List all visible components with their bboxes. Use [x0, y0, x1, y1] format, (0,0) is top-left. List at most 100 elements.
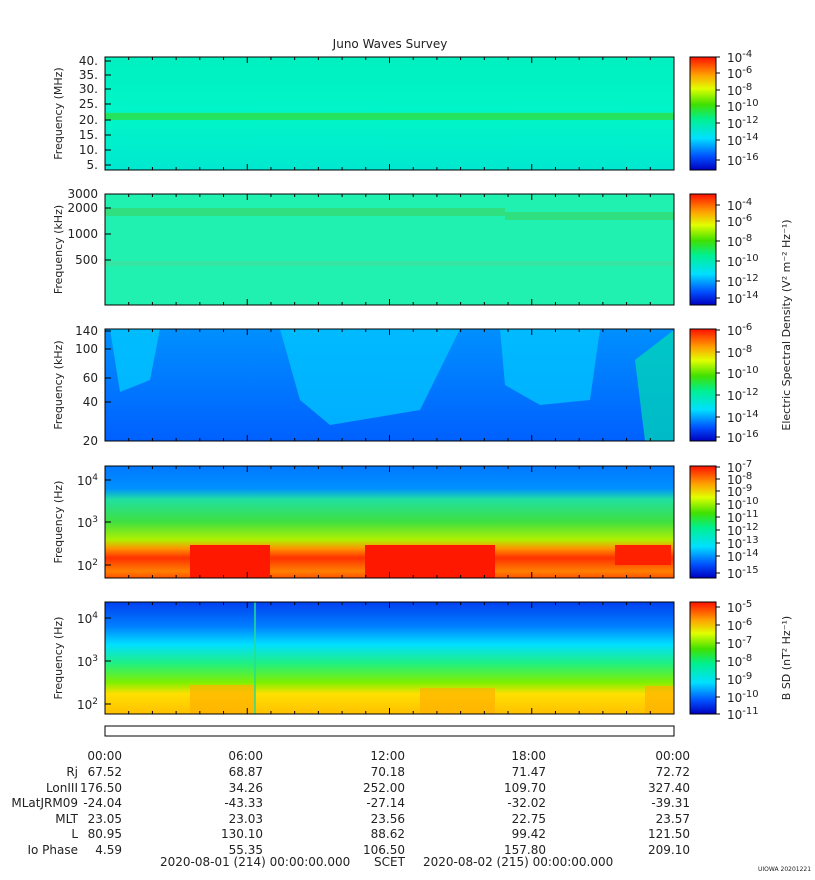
- colorbar-3-tick-base: 10: [727, 389, 742, 403]
- ephemeris-row-2-label: LonIII: [45, 780, 78, 795]
- panel-5-ytick-base: 10: [77, 655, 92, 669]
- colorbar-1-tick-base: 10: [727, 117, 742, 131]
- panel-4-intense-c: [615, 545, 671, 565]
- panel-1-ytick-label: 30.: [79, 82, 98, 96]
- panel-4-ytick-label: 102: [77, 558, 98, 573]
- ephemeris-row-2-value: 252.00: [363, 780, 405, 795]
- ephemeris-row-5-value: 88.62: [370, 827, 405, 841]
- colorbar-4-tick-base: 10: [727, 567, 742, 581]
- panel-5-ytick-label: 104: [77, 611, 98, 626]
- panel-1-ytick-label: 20.: [79, 113, 98, 127]
- footnote: UIOWA 20201221: [758, 866, 812, 873]
- colorbar-1: [689, 56, 717, 171]
- panel-2-ylabel: Frequency (kHz): [52, 205, 65, 294]
- colorbar-5-tick-label: 10-10: [727, 689, 759, 705]
- ephemeris-row-6-value: 157.80: [504, 842, 546, 857]
- panel-3: [104, 328, 675, 442]
- ephemeris-row-4-value: 23.56: [370, 811, 405, 826]
- colorbar-4-tick-base: 10: [727, 473, 742, 487]
- colorbar-5-tick-base: 10: [727, 637, 742, 651]
- colorbar-1-tick-base: 10: [727, 154, 742, 168]
- panel-1-ytick-label: 5.: [87, 158, 98, 172]
- colorbar-5-tick-exp: -11: [742, 706, 758, 717]
- colorbar-1-tick-exp: -16: [742, 152, 758, 163]
- panel-5: [104, 601, 675, 715]
- colorbar-4-tick-base: 10: [727, 550, 742, 564]
- panel-2-band-b: [505, 212, 674, 220]
- colorbar-3-tick-base: 10: [727, 431, 742, 445]
- colorbar-2-tick-label: 10-4: [727, 197, 752, 213]
- colorbar-4-tick-base: 10: [727, 461, 742, 475]
- ephemeris-row-2-value: 34.26: [228, 780, 263, 795]
- panel-3-emission-d: [635, 330, 674, 441]
- panel-1-ytick-label: 25.: [79, 97, 98, 111]
- panel-5-ylabel: Frequency (Hz): [52, 617, 65, 700]
- ephemeris-row-5-label: L: [71, 827, 78, 841]
- panel-5-ytick-label: 103: [77, 654, 98, 669]
- panel-5-band-c: [645, 686, 673, 714]
- colorbar-5-tick-exp: -9: [742, 671, 752, 682]
- colorbar-2-tick-base: 10: [727, 199, 742, 213]
- time-label-row-value: 06:00: [228, 749, 263, 763]
- colorbar-3-tick-exp: -14: [742, 409, 758, 420]
- ephemeris-row-1-value: 70.18: [370, 765, 405, 779]
- panel-3-emission-c: [500, 329, 600, 405]
- colorbar-5-tick-exp: -5: [742, 599, 752, 610]
- panel-4-ytick-exp: 4: [92, 473, 98, 483]
- colorbar-1-tick-base: 10: [727, 51, 742, 65]
- panel-4-ylabel: Frequency (Hz): [52, 481, 65, 564]
- colorbar-3-tick-label: 10-14: [727, 409, 759, 425]
- panel-2-ytick-label: 2000: [67, 201, 98, 215]
- colorbar-4-tick-exp: -13: [742, 535, 758, 546]
- colorbar-4-tick-label: 10-12: [727, 522, 759, 538]
- panel-3-ytick-label: 100: [75, 342, 98, 356]
- colorbar-1-tick-exp: -6: [742, 65, 752, 76]
- colorbar-4-tick-base: 10: [727, 498, 742, 512]
- time-label-row-value: 00:00: [655, 749, 690, 763]
- colorbar-5-tick-label: 10-7: [727, 635, 752, 651]
- colorbar-2-tick-exp: -4: [742, 197, 752, 208]
- colorbar-4-tick-exp: -11: [742, 509, 758, 520]
- colorbar-3-tick-exp: -16: [742, 429, 758, 440]
- colorbar-2-tick-base: 10: [727, 235, 742, 249]
- colorbar-2-tick-base: 10: [727, 215, 742, 229]
- colorbars: [689, 56, 717, 715]
- colorbar-4: [689, 465, 717, 579]
- time-label-row-value: 00:00: [87, 749, 122, 763]
- panel-3-ytick-label: 20: [83, 434, 98, 448]
- colorbar-1-tick-label: 10-8: [727, 82, 752, 98]
- colorbar-label-b: B SD (nT² Hz⁻¹): [780, 616, 793, 700]
- colorbar-5-tick-base: 10: [727, 655, 742, 669]
- panel-5-ytick-base: 10: [77, 612, 92, 626]
- ephemeris-row-4-value: 23.57: [655, 811, 690, 826]
- colorbar-2-tick-label: 10-14: [727, 290, 759, 306]
- colorbar-4-tick-label: 10-13: [727, 535, 759, 551]
- colorbar-3-tick-base: 10: [727, 411, 742, 425]
- colorbar-4-tick-exp: -12: [742, 522, 758, 533]
- colorbar-3-tick-label: 10-10: [727, 365, 759, 381]
- ephemeris-row-3-value: -43.33: [224, 796, 263, 810]
- colorbar-4-tick-exp: -9: [742, 483, 752, 494]
- panel-1-ylabel: Frequency (MHz): [52, 67, 65, 159]
- colorbar-3-tick-label: 10-16: [727, 429, 759, 445]
- colorbar-1-tick-label: 10-12: [727, 115, 759, 131]
- colorbar-4-tick-exp: -14: [742, 548, 758, 559]
- panel-3-ylabel: Frequency (kHz): [52, 340, 65, 429]
- colorbar-5-tick-base: 10: [727, 708, 742, 722]
- ephemeris-row-6-value: 209.10: [648, 842, 690, 857]
- panel-4-ytick-exp: 3: [92, 515, 98, 525]
- colorbar-4-tick-label: 10-7: [727, 459, 752, 475]
- footer-end: 2020-08-02 (215) 00:00:00.000: [423, 855, 614, 869]
- ephemeris-row-1-value: 72.72: [655, 765, 690, 779]
- colorbar-5: [689, 601, 717, 715]
- colorbar-3-tick-exp: -12: [742, 387, 758, 398]
- colorbar-3-tick-exp: -6: [742, 322, 752, 333]
- colorbar-2-tick-exp: -14: [742, 290, 758, 301]
- panel-5-band-a: [190, 685, 255, 714]
- colorbar-1-tick-base: 10: [727, 67, 742, 81]
- colorbar-2-tick-exp: -12: [742, 273, 758, 284]
- panel-1-ytick-label: 15.: [79, 128, 98, 142]
- time-axis-strip: [104, 725, 675, 737]
- ephemeris-row-2-value: 176.50: [80, 780, 122, 795]
- chart-title: Juno Waves Survey: [332, 37, 448, 51]
